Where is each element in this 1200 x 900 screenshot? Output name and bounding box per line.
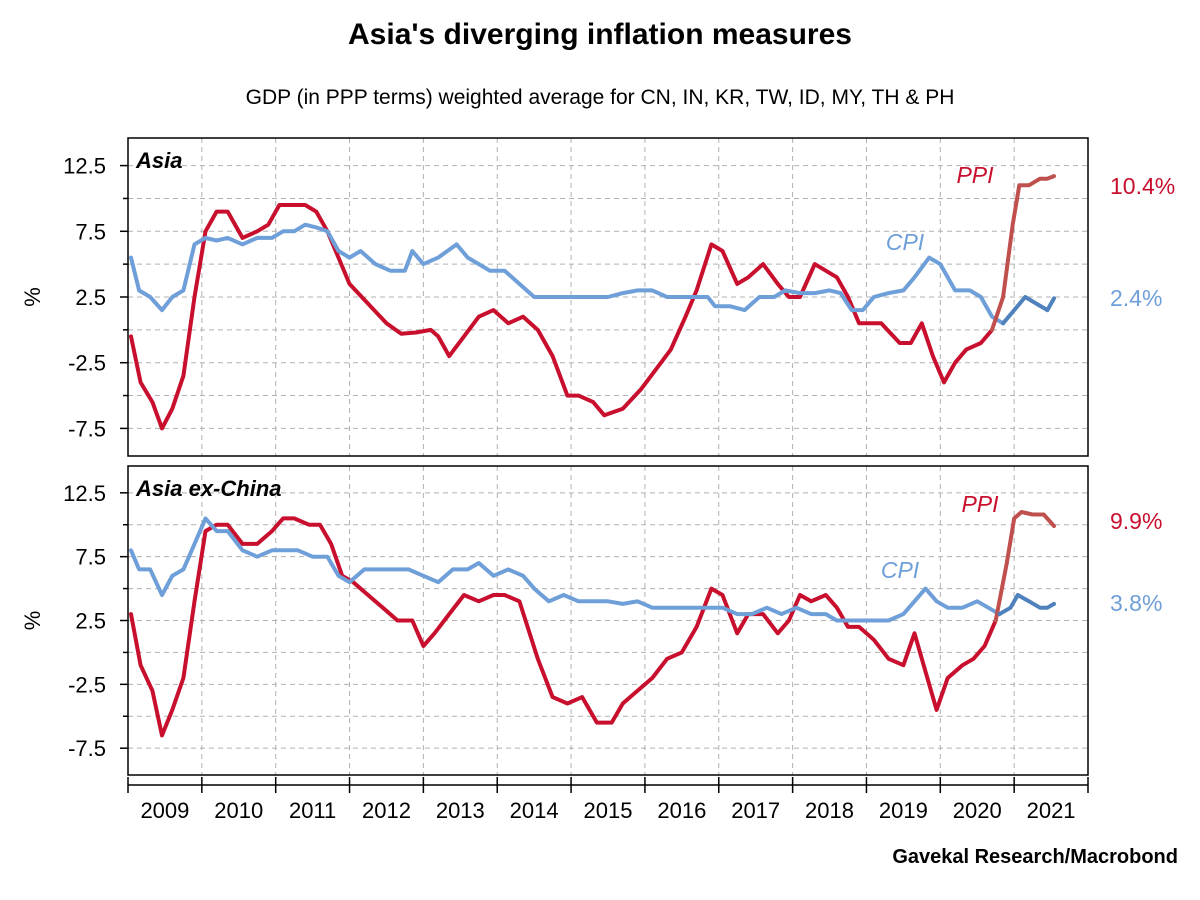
panel-label: Asia ex-China	[135, 476, 282, 501]
x-tick-label: 2011	[289, 798, 336, 823]
x-tick-label: 2015	[584, 798, 633, 823]
y-axis-label: %	[20, 287, 45, 307]
y-tick-label: 12.5	[63, 154, 106, 179]
x-tick-label: 2009	[140, 798, 189, 823]
series-line-cpi	[129, 222, 1006, 326]
x-tick-label: 2013	[436, 798, 485, 823]
series-line-ppi-recent	[993, 510, 1056, 623]
x-tick-label: 2014	[510, 798, 559, 823]
x-tick-label: 2017	[731, 798, 780, 823]
y-tick-label: -2.5	[68, 672, 106, 697]
cpi-latest-value: 2.4%	[1110, 285, 1162, 311]
ppi-series-label: PPI	[956, 162, 994, 188]
y-tick-label: 2.5	[75, 609, 106, 634]
ppi-latest-value: 9.9%	[1110, 508, 1162, 534]
x-tick-label: 2018	[805, 798, 854, 823]
panel-label: Asia	[135, 148, 182, 173]
plot-frame	[127, 465, 1089, 776]
y-tick-label: -7.5	[68, 736, 106, 761]
x-tick-label: 2021	[1027, 798, 1076, 823]
plot-frame	[127, 137, 1089, 457]
series-line-cpi	[129, 516, 1002, 623]
x-tick-label: 2016	[657, 798, 706, 823]
series-line-cpi-recent	[997, 593, 1056, 617]
x-tick-label: 2010	[214, 798, 263, 823]
y-tick-label: -2.5	[68, 351, 106, 376]
series-line-ppi	[129, 203, 994, 431]
cpi-series-label: CPI	[886, 229, 925, 255]
chart-title: Asia's diverging inflation measures	[348, 18, 852, 51]
series-line-ppi-recent	[990, 174, 1056, 332]
x-tick-label: 2020	[953, 798, 1002, 823]
cpi-series-label: CPI	[881, 557, 920, 583]
cpi-latest-value: 3.8%	[1110, 590, 1162, 616]
x-axis: 2009 2010 2011 2012 2013 2014 2015 2016 2017 2018…	[127, 777, 1089, 823]
ppi-series-label: PPI	[961, 491, 999, 517]
source-credit: Gavekal Research/Macrobond	[892, 846, 1178, 868]
y-axis-label: %	[20, 611, 45, 631]
ppi-latest-value: 10.4%	[1110, 173, 1175, 199]
y-tick-label: 12.5	[63, 481, 106, 506]
x-tick-label: 2019	[879, 798, 928, 823]
y-tick-label: 2.5	[75, 285, 106, 310]
x-tick-label: 2012	[362, 798, 411, 823]
series-line-cpi-recent	[1001, 295, 1056, 326]
y-tick-label: 7.5	[75, 545, 106, 570]
chart-panel-1: 12.5 7.5 2.5 -2.5 -7.5% PPI CPI 10.4% 2.4% Asia	[20, 137, 1175, 457]
chart-panel-2: 12.5 7.5 2.5 -2.5 -7.5% PPI CPI 9.9% 3.8% Asia ex…	[20, 465, 1162, 776]
series-line-ppi	[129, 516, 998, 738]
y-tick-label: -7.5	[68, 416, 106, 441]
chart-subtitle: GDP (in PPP terms) weighted average for …	[245, 86, 955, 109]
y-tick-label: 7.5	[75, 219, 106, 244]
